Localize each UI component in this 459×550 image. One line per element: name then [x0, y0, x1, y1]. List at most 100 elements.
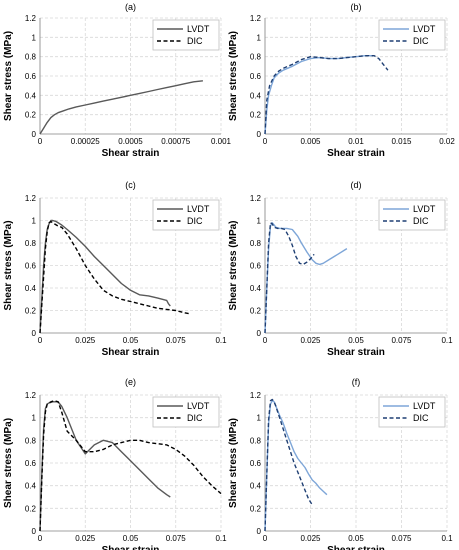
- x-tick-label: 0.075: [166, 336, 187, 345]
- legend-label-dic: DIC: [413, 216, 429, 226]
- x-tick-label: 0.0005: [118, 137, 143, 146]
- chart-panel-e: 0 0.2 0.4 0.6 0.8 1 1.2 0 0.025 0.05 0.075 0.1 (e) Sh…: [3, 377, 227, 550]
- y-tick-label: 0.2: [250, 504, 262, 513]
- legend: LVDT DIC: [378, 396, 446, 428]
- x-tick-label: 0.025: [300, 534, 321, 543]
- series-line-dic: [39, 400, 222, 532]
- y-tick-label: 0.8: [25, 239, 37, 248]
- y-tick-label: 1.2: [25, 14, 37, 23]
- chart-panel-a: 0 0.2 0.4 0.6 0.8 1 1.2 0 0.00025 0.0005 0.00075 0.…: [3, 2, 232, 159]
- y-tick-label: 1: [32, 33, 37, 42]
- legend-label-lvdt: LVDT: [187, 204, 210, 214]
- legend-box: [152, 19, 220, 51]
- legend: LVDT DIC: [378, 199, 446, 231]
- y-axis-label: Shear stress (MPa): [228, 31, 239, 121]
- y-tick-label: 0.4: [25, 482, 37, 491]
- x-tick-label: 0.05: [123, 336, 139, 345]
- x-tick-label: 0.1: [441, 534, 453, 543]
- legend-label-dic: DIC: [187, 216, 203, 226]
- y-tick-label: 0.8: [250, 436, 262, 445]
- series-line-lvdt: [39, 80, 203, 135]
- y-tick-label: 0: [32, 527, 37, 536]
- y-tick-label: 1.2: [25, 194, 37, 203]
- series-line-dic: [264, 398, 313, 532]
- series-line-dic: [39, 220, 191, 334]
- x-tick-label: 0: [38, 137, 43, 146]
- panel-title: (b): [351, 2, 362, 12]
- y-tick-label: 0.6: [250, 262, 262, 271]
- y-tick-label: 1: [32, 414, 37, 423]
- y-tick-label: 1.2: [250, 14, 262, 23]
- x-tick-label: 0.1: [441, 336, 453, 345]
- y-tick-label: 0.8: [250, 239, 262, 248]
- y-tick-label: 0.8: [25, 53, 37, 62]
- chart-panel-f: 0 0.2 0.4 0.6 0.8 1 1.2 0 0.025 0.05 0.075 0.1 (f) Sh…: [228, 377, 453, 550]
- y-tick-label: 0.2: [25, 111, 37, 120]
- x-tick-label: 0: [263, 336, 268, 345]
- series-line-lvdt: [264, 400, 328, 532]
- y-tick-label: 0.2: [250, 307, 262, 316]
- x-tick-label: 0.05: [348, 534, 364, 543]
- x-tick-label: 0: [38, 534, 43, 543]
- y-axis-label: Shear stress (MPa): [3, 31, 14, 121]
- x-tick-label: 0.1: [215, 534, 227, 543]
- panel-title: (a): [125, 2, 136, 12]
- x-tick-label: 0: [38, 336, 43, 345]
- y-tick-label: 0.4: [25, 91, 37, 100]
- x-tick-label: 0.075: [391, 336, 412, 345]
- x-tick-label: 0.001: [211, 137, 232, 146]
- panel-title: (d): [351, 180, 362, 190]
- y-tick-label: 0.4: [250, 284, 262, 293]
- x-axis-label: Shear strain: [327, 148, 385, 159]
- legend-label-lvdt: LVDT: [187, 401, 210, 411]
- x-tick-label: 0.005: [300, 137, 321, 146]
- x-tick-label: 0.025: [75, 534, 96, 543]
- legend-box: [378, 199, 446, 231]
- x-axis-label: Shear strain: [102, 148, 160, 159]
- y-tick-label: 0: [257, 329, 262, 338]
- x-axis-label: Shear strain: [327, 545, 385, 550]
- y-tick-label: 0.2: [25, 307, 37, 316]
- legend-label-dic: DIC: [413, 413, 429, 423]
- legend-label-lvdt: LVDT: [187, 24, 210, 34]
- series-line-lvdt: [39, 401, 171, 532]
- y-tick-label: 0.6: [250, 72, 262, 81]
- y-tick-label: 0: [32, 130, 37, 139]
- legend-label-lvdt: LVDT: [413, 24, 436, 34]
- x-tick-label: 0: [263, 534, 268, 543]
- legend-box: [378, 19, 446, 51]
- x-tick-label: 0.025: [75, 336, 96, 345]
- x-tick-label: 0.075: [391, 534, 412, 543]
- chart-panel-b: 0 0.2 0.4 0.6 0.8 1 1.2 0 0.005 0.01 0.015 0.02 (b) S…: [228, 2, 455, 159]
- legend-box: [152, 199, 220, 231]
- x-tick-label: 0.015: [391, 137, 412, 146]
- legend: LVDT DIC: [378, 19, 446, 51]
- y-tick-label: 0.8: [250, 53, 262, 62]
- y-tick-label: 0.6: [250, 459, 262, 468]
- legend-box: [152, 396, 220, 428]
- y-tick-label: 0.6: [25, 72, 37, 81]
- x-axis-label: Shear strain: [327, 347, 385, 358]
- y-tick-label: 1.2: [250, 194, 262, 203]
- series-line-lvdt: [39, 219, 171, 334]
- legend: LVDT DIC: [152, 199, 220, 231]
- series-line-dic: [264, 222, 315, 334]
- legend-box: [378, 396, 446, 428]
- y-tick-label: 1.2: [250, 391, 262, 400]
- series-line-lvdt: [264, 222, 348, 334]
- panel-title: (c): [125, 180, 136, 190]
- y-tick-label: 0.6: [25, 459, 37, 468]
- y-tick-label: 1: [257, 217, 262, 226]
- x-tick-label: 0.025: [300, 336, 321, 345]
- x-tick-label: 0.00075: [161, 137, 190, 146]
- x-tick-label: 0: [263, 137, 268, 146]
- legend: LVDT DIC: [152, 19, 220, 51]
- legend-label-lvdt: LVDT: [413, 204, 436, 214]
- y-tick-label: 1.2: [25, 391, 37, 400]
- legend: LVDT DIC: [152, 396, 220, 428]
- y-tick-label: 1: [257, 33, 262, 42]
- y-tick-label: 1: [257, 414, 262, 423]
- legend-label-dic: DIC: [187, 36, 203, 46]
- x-tick-label: 0.00025: [71, 137, 100, 146]
